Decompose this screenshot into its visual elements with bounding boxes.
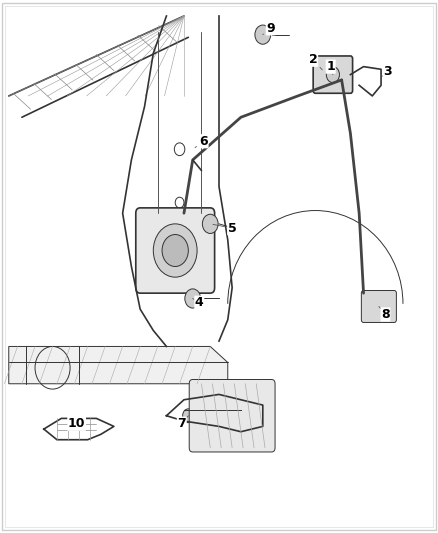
Circle shape xyxy=(255,25,271,44)
Text: 2: 2 xyxy=(309,53,322,70)
Text: 3: 3 xyxy=(381,66,392,78)
Text: 1: 1 xyxy=(326,60,335,75)
FancyBboxPatch shape xyxy=(313,56,353,93)
Text: 8: 8 xyxy=(379,306,390,321)
Ellipse shape xyxy=(153,224,197,277)
Text: 9: 9 xyxy=(263,22,275,35)
FancyBboxPatch shape xyxy=(136,208,215,293)
Text: 7: 7 xyxy=(177,416,188,430)
Text: 4: 4 xyxy=(193,296,204,309)
FancyBboxPatch shape xyxy=(189,379,275,452)
Circle shape xyxy=(183,409,194,423)
Circle shape xyxy=(202,214,218,233)
Polygon shape xyxy=(9,346,228,384)
FancyBboxPatch shape xyxy=(361,290,396,322)
Text: 6: 6 xyxy=(195,135,208,148)
Circle shape xyxy=(326,67,339,83)
Ellipse shape xyxy=(162,235,188,266)
Circle shape xyxy=(185,289,201,308)
Text: 10: 10 xyxy=(68,417,85,430)
Text: 5: 5 xyxy=(213,222,237,235)
